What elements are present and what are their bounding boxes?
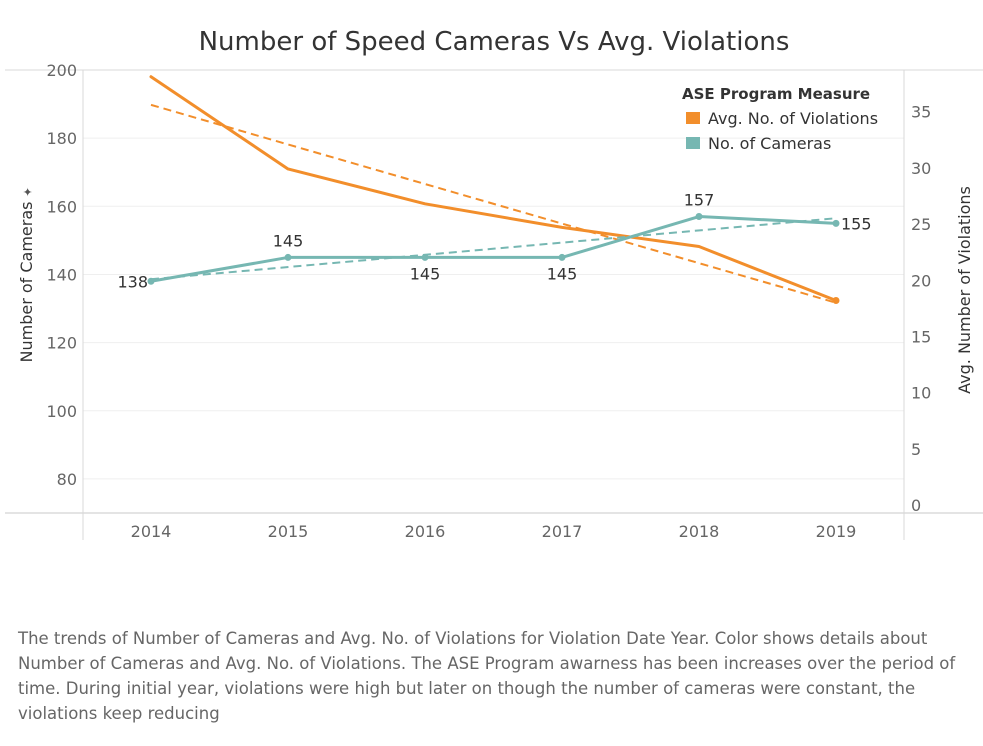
- data-label-no-of-cameras: 155: [841, 214, 872, 233]
- chart-svg: Number of Speed Cameras Vs Avg. Violatio…: [5, 27, 983, 541]
- pin-icon: ✦: [21, 187, 35, 197]
- right-tick-label: 30: [911, 159, 931, 178]
- data-label-no-of-cameras: 138: [117, 272, 148, 291]
- data-label-no-of-cameras: 145: [273, 231, 304, 250]
- left-axis-label: Number of Cameras: [17, 202, 36, 363]
- legend: ASE Program Measure Avg. No. of Violatio…: [682, 85, 878, 153]
- right-tick-label: 25: [911, 215, 931, 234]
- data-point-no-of-cameras[interactable]: [832, 219, 840, 227]
- right-axis-ticks: 0 5 10 15 20 25 30 35: [911, 103, 931, 516]
- data-point-avg-no-of-violations[interactable]: [832, 296, 840, 304]
- right-tick-label: 5: [911, 440, 921, 459]
- right-tick-label: 35: [911, 103, 931, 122]
- right-axis-label: Avg. Number of Violations: [955, 186, 974, 394]
- data-point-no-of-cameras[interactable]: [284, 253, 292, 261]
- left-tick-label: 160: [46, 197, 77, 216]
- chart-title: Number of Speed Cameras Vs Avg. Violatio…: [199, 27, 790, 57]
- legend-title: ASE Program Measure: [682, 85, 870, 103]
- left-tick-label: 200: [46, 61, 77, 80]
- right-tick-label: 0: [911, 496, 921, 515]
- x-tick-label: 2014: [131, 522, 172, 541]
- data-label-no-of-cameras: 145: [410, 264, 441, 283]
- series-line-no-of-cameras: [149, 215, 838, 283]
- data-label-no-of-cameras: 157: [684, 191, 715, 210]
- x-tick-label: 2015: [268, 522, 309, 541]
- x-tick-label: 2019: [816, 522, 857, 541]
- trend-line-avg-no-of-violations: [150, 103, 837, 304]
- series-layer: [147, 75, 840, 304]
- legend-swatch-violations: [686, 112, 700, 124]
- data-point-no-of-cameras[interactable]: [147, 277, 155, 285]
- legend-entry-cameras: No. of Cameras: [708, 134, 831, 153]
- x-axis-ticks: 2014 2015 2016 2017 2018 2019: [131, 522, 857, 541]
- data-point-no-of-cameras[interactable]: [421, 253, 429, 261]
- chart-caption: The trends of Number of Cameras and Avg.…: [18, 629, 956, 723]
- data-point-no-of-cameras[interactable]: [695, 213, 703, 221]
- data-point-no-of-cameras[interactable]: [558, 253, 566, 261]
- left-tick-label: 180: [46, 129, 77, 148]
- left-tick-label: 140: [46, 265, 77, 284]
- right-tick-label: 15: [911, 327, 931, 346]
- data-label-no-of-cameras: 145: [547, 264, 578, 283]
- right-tick-label: 10: [911, 384, 931, 403]
- x-tick-label: 2017: [542, 522, 583, 541]
- left-tick-label: 80: [57, 470, 77, 489]
- left-tick-label: 100: [46, 402, 77, 421]
- x-tick-label: 2018: [679, 522, 720, 541]
- left-tick-label: 120: [46, 334, 77, 353]
- right-tick-label: 20: [911, 271, 931, 290]
- trend-line-no-of-cameras: [150, 217, 837, 281]
- data-labels-layer: 138 145 145 145 157 155: [117, 191, 871, 292]
- legend-entry-violations: Avg. No. of Violations: [708, 109, 878, 128]
- x-tick-label: 2016: [405, 522, 446, 541]
- left-axis-ticks: 80 100 120 140 160 180 200: [46, 61, 77, 489]
- series-line-avg-no-of-violations: [149, 75, 838, 302]
- legend-swatch-cameras: [686, 137, 700, 149]
